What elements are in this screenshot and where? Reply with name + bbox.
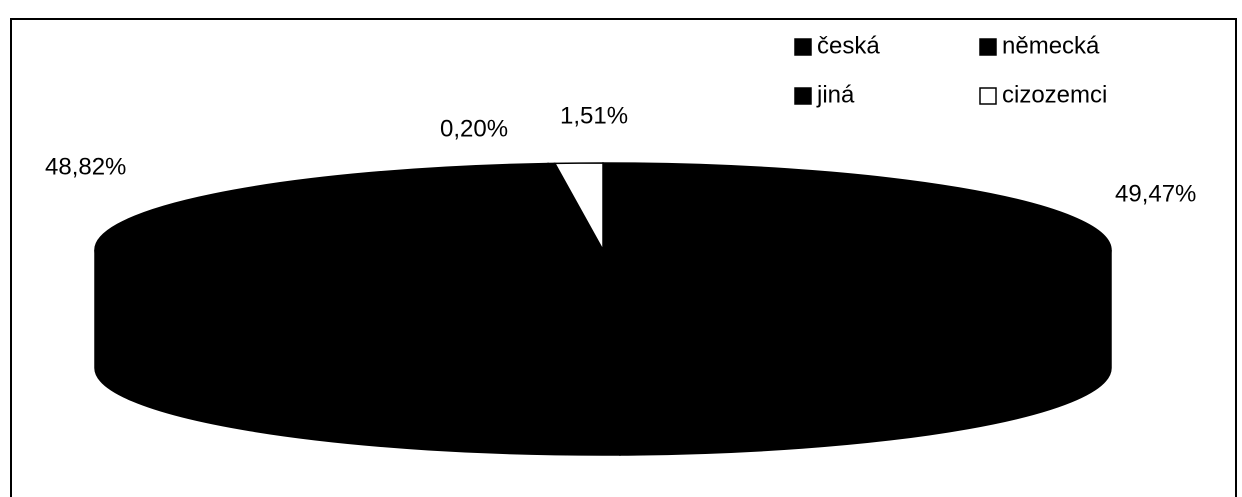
data-label: 48,82% xyxy=(45,153,126,180)
legend-label: česká xyxy=(817,32,880,59)
pie-slice xyxy=(94,162,621,338)
legend-swatch xyxy=(979,87,997,105)
data-label: 0,20% xyxy=(440,115,508,142)
legend-swatch xyxy=(794,38,812,56)
legend-label: jiná xyxy=(816,81,855,108)
pie-slice xyxy=(602,162,1112,338)
data-label: 49,47% xyxy=(1115,180,1196,207)
legend-swatch xyxy=(979,38,997,56)
pie-slice xyxy=(553,162,604,253)
legend-swatch xyxy=(794,87,812,105)
legend-label: cizozemci xyxy=(1002,81,1107,108)
legend-label: německá xyxy=(1002,32,1100,59)
data-label: 1,51% xyxy=(560,102,628,129)
